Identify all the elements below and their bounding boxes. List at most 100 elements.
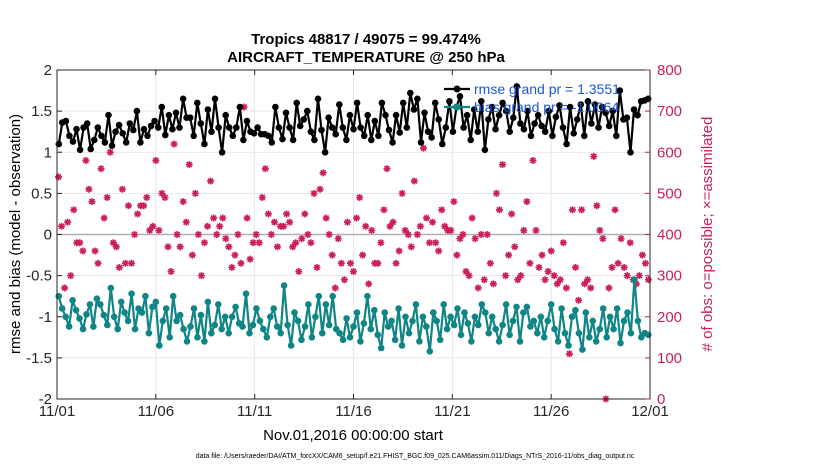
rmse-point [588,120,595,127]
obs-count-marker [322,214,330,222]
obs-count-marker [173,231,181,238]
obs-count-marker [413,231,421,238]
bias-point [204,298,212,306]
bias-point [176,311,184,319]
rmse-point [343,136,350,144]
rmse-point [268,139,276,146]
rmse-point [229,132,237,140]
bias-point [416,338,423,345]
rmse-point [382,111,389,119]
bias-point [388,317,395,325]
rmse-point [222,111,229,119]
rmse-point [563,140,570,148]
bias-point [138,309,146,316]
bias-point [447,313,454,321]
bias-point [128,290,135,298]
y-left-tick-label: -0.5 [26,268,52,285]
bias-point [599,305,607,312]
obs-count-marker [158,189,166,197]
bias-point [565,342,572,349]
obs-count-marker [523,198,531,206]
rmse-point [311,136,318,144]
rmse-point [378,99,386,107]
obs-count-marker [568,206,576,214]
obs-count-marker [146,226,154,234]
rmse-point [389,139,396,146]
obs-count-marker [143,193,151,201]
obs-count-marker [131,231,139,238]
rmse-point [332,130,340,138]
bias-point [301,323,309,330]
obs-count-marker [197,272,205,280]
bias-point [256,317,264,325]
obs-count-marker [578,206,586,214]
bias-point [506,331,513,339]
obs-count-marker [292,239,300,247]
bias-point [419,313,427,321]
obs-count-marker [641,259,649,267]
rmse-point [545,107,553,115]
bias-point [443,325,451,333]
bias-point [267,313,274,321]
obs-count-marker [188,251,196,259]
bias-point [90,323,97,330]
obs-count-marker [550,272,558,280]
rmse-point [570,130,577,137]
obs-count-marker [204,222,212,230]
chart-title-line2: AIRCRAFT_TEMPERATURE @ 250 hPa [227,49,505,66]
y-left-tick-label: 2 [44,62,52,79]
bias-point [325,321,333,329]
rmse-point [265,132,272,140]
obs-count-marker [398,189,406,197]
obs-count-marker [316,185,324,193]
obs-count-marker [635,272,643,280]
rmse-point [336,101,343,108]
rmse-series [55,83,652,156]
rmse-point [314,95,322,103]
bias-point [166,334,173,341]
rmse-point [478,98,485,105]
bias-point [475,321,482,329]
rmse-point [105,111,112,119]
obs-count-marker [556,276,564,284]
rmse-point [541,128,549,135]
obs-count-marker [295,268,303,276]
y-left-tick-label: -1 [39,309,52,326]
rmse-point [506,128,513,135]
obs-count-marker [118,185,126,193]
obs-count-marker [176,243,184,251]
y-right-tick-label: 400 [657,227,682,244]
rmse-point [385,126,393,134]
bias-point [124,317,132,325]
bias-point [440,301,448,308]
bias-point [346,334,354,341]
bias-point [357,338,364,345]
obs-count-marker [237,259,245,267]
bias-point [589,317,597,325]
rmse-point [190,132,197,140]
x-tick-label: 11/11 [237,403,272,420]
bias-point [294,317,302,325]
bias-point [412,301,420,308]
obs-count-marker [249,239,257,247]
obs-count-marker [337,259,345,267]
bias-point [513,303,520,311]
obs-count-marker [115,263,123,271]
bias-point [582,309,590,316]
obs-count-marker [273,243,281,251]
rmse-point [598,103,606,111]
bias-point [527,323,534,330]
obs-count-marker [258,193,266,201]
bias-point [367,325,375,333]
bias-point [291,309,298,316]
obs-count-marker [584,276,592,284]
obs-count-marker [55,173,63,181]
bias-point [183,338,191,345]
bias-point [79,325,87,333]
rmse-point [201,140,208,148]
bias-point [360,320,368,327]
rmse-point [485,116,492,123]
rmse-point [101,139,109,146]
rmse-point [218,149,226,156]
legend-rmse-label: rmse grand pr = 1.3551 [474,81,620,97]
